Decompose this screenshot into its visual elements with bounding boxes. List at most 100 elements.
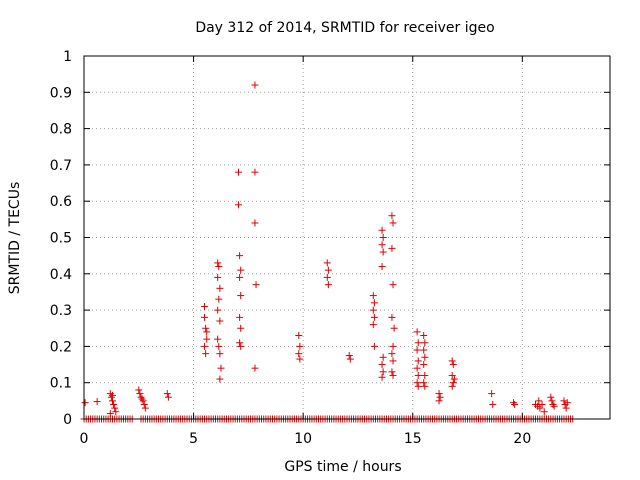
data-point: [202, 350, 210, 358]
data-point: [510, 399, 518, 407]
data-point: [560, 397, 568, 405]
data-point: [215, 295, 223, 303]
data-point: [378, 263, 386, 271]
data-point: [203, 335, 211, 343]
data-point: [370, 342, 378, 350]
data-point: [237, 324, 245, 332]
data-point: [163, 390, 171, 398]
data-point: [111, 404, 119, 412]
data-point: [369, 292, 377, 300]
data-point: [413, 346, 421, 354]
data-point: [420, 332, 428, 340]
x-tick-labels: 0 5 10 15 20: [80, 431, 532, 447]
data-point: [414, 371, 422, 379]
data-point: [378, 361, 386, 369]
y-tick-label: 0.8: [50, 122, 72, 138]
data-point: [251, 219, 259, 227]
y-tick-label: 0: [63, 412, 72, 428]
data-point: [215, 263, 223, 271]
data-point: [370, 313, 378, 321]
x-tick-label: 15: [404, 431, 422, 447]
y-tick-label: 0.2: [50, 339, 72, 355]
data-point: [214, 273, 222, 281]
data-point: [324, 281, 332, 289]
data-point: [378, 226, 386, 234]
data-point: [421, 353, 429, 361]
data-point: [550, 402, 558, 410]
data-point: [449, 361, 457, 369]
data-point: [251, 81, 259, 89]
data-point: [547, 393, 555, 401]
data-point: [540, 408, 548, 416]
data-point: [378, 241, 386, 249]
data-point: [323, 273, 331, 281]
data-point: [421, 382, 429, 390]
data-point: [216, 317, 224, 325]
data-point: [235, 201, 243, 209]
data-point: [236, 339, 244, 347]
axis-ticks: [83, 55, 610, 420]
data-point: [215, 342, 223, 350]
y-tick-label: 0.6: [50, 194, 72, 210]
data-point: [420, 361, 428, 369]
data-point: [296, 342, 304, 350]
plot-frame: [83, 55, 611, 420]
y-tick-label: 0.5: [50, 231, 72, 247]
data-point: [388, 368, 396, 376]
x-tick-label: 0: [80, 431, 89, 447]
data-point: [388, 313, 396, 321]
data-point: [112, 408, 120, 416]
data-point: [420, 379, 428, 387]
x-tick-label: 10: [294, 431, 312, 447]
data-point: [379, 368, 387, 376]
data-point: [108, 391, 116, 399]
data-point: [106, 410, 114, 418]
data-point: [389, 357, 397, 365]
data-point: [369, 306, 377, 314]
y-tick-labels: 0 0.1 0.2 0.3 0.4 0.5 0.6 0.7 0.8 0.9 1: [50, 49, 72, 428]
data-point: [237, 266, 245, 274]
data-point: [235, 168, 243, 176]
data-point: [414, 382, 422, 390]
data-point: [251, 364, 259, 372]
data-point: [345, 351, 353, 359]
data-point: [216, 375, 224, 383]
y-axis-label: SRMTID / TECUs: [7, 182, 23, 295]
data-point: [489, 400, 497, 408]
data-point: [296, 355, 304, 363]
y-tick-label: 1: [63, 49, 72, 65]
data-point: [137, 393, 145, 401]
data-point: [216, 350, 224, 358]
data-point: [450, 375, 458, 383]
y-tick-label: 0.9: [50, 85, 72, 101]
data-point: [421, 339, 429, 347]
data-series: [80, 81, 577, 423]
data-point: [488, 390, 496, 398]
data-point: [563, 399, 571, 407]
data-point: [536, 404, 544, 412]
data-point: [390, 324, 398, 332]
data-point: [237, 342, 245, 350]
data-point: [420, 346, 428, 354]
data-point: [549, 400, 557, 408]
data-point: [379, 353, 387, 361]
data-point: [413, 364, 421, 372]
y-tick-label: 0.7: [50, 158, 72, 174]
data-point: [435, 390, 443, 398]
data-point: [141, 404, 149, 412]
data-point: [107, 393, 115, 401]
data-point: [214, 335, 222, 343]
data-point: [548, 397, 556, 405]
data-point: [252, 281, 260, 289]
data-point: [369, 321, 377, 329]
data-point: [448, 357, 456, 365]
data-point: [164, 393, 172, 401]
data-point: [511, 400, 519, 408]
data-point: [324, 266, 332, 274]
y-tick-label: 0.1: [50, 376, 72, 392]
data-point: [388, 244, 396, 252]
x-tick-label: 5: [189, 431, 198, 447]
data-point: [135, 386, 143, 394]
data-point: [413, 379, 421, 387]
data-point: [236, 252, 244, 260]
